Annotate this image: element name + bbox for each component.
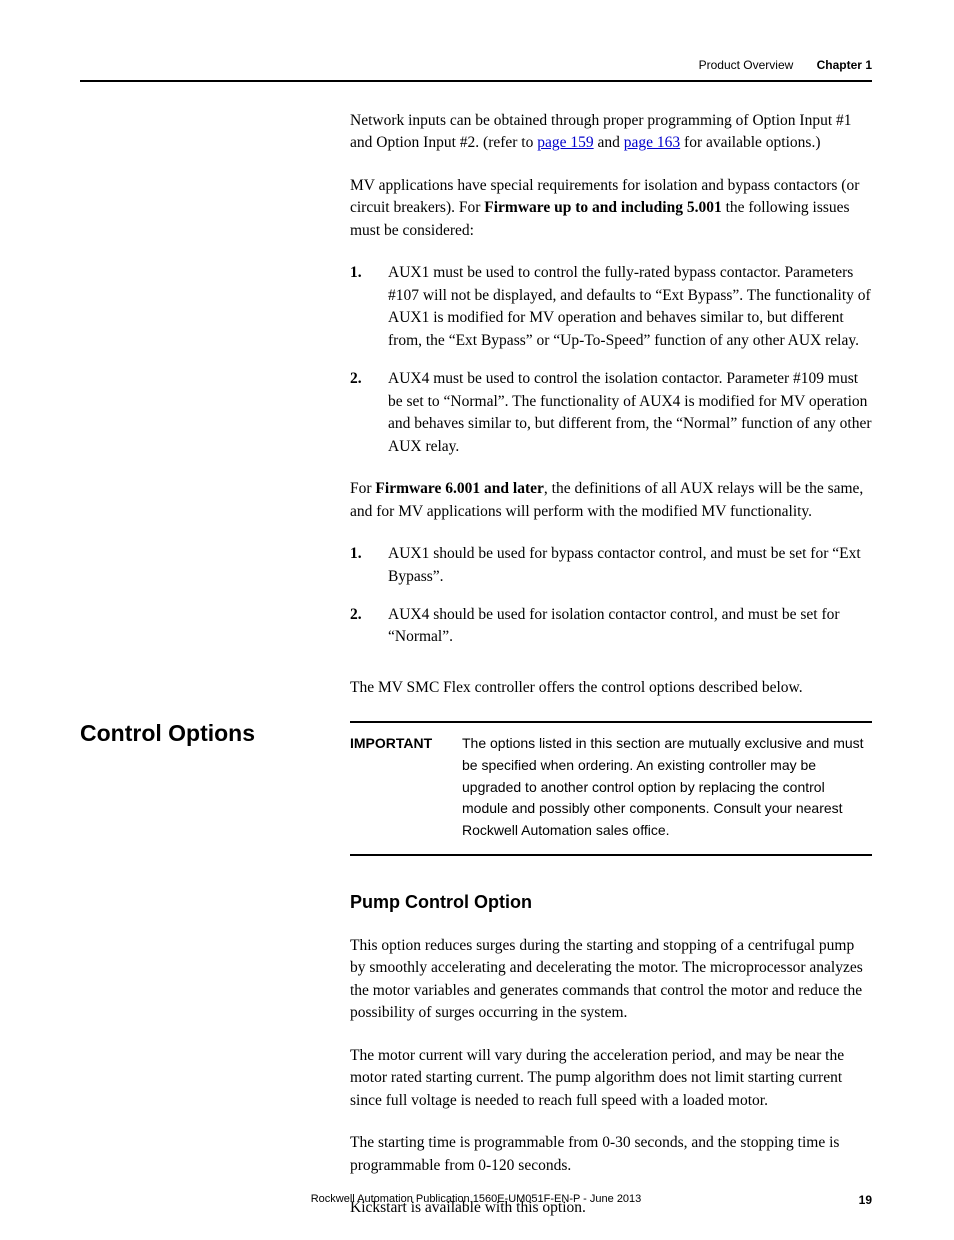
list-item: 2.AUX4 must be used to control the isola… bbox=[380, 368, 872, 458]
header-chapter: Chapter 1 bbox=[817, 58, 872, 72]
list-number: 1. bbox=[350, 262, 362, 284]
paragraph: For Firmware 6.001 and later, the defini… bbox=[350, 478, 872, 523]
paragraph: MV applications have special requirement… bbox=[350, 175, 872, 242]
main-content: Network inputs can be obtained through p… bbox=[350, 110, 872, 1240]
ordered-list: 1.AUX1 should be used for bypass contact… bbox=[380, 543, 872, 649]
header-section: Product Overview bbox=[699, 58, 794, 72]
control-intro: The MV SMC Flex controller offers the co… bbox=[350, 677, 872, 699]
paragraph: The motor current will vary during the a… bbox=[350, 1045, 872, 1112]
important-text: The options listed in this section are m… bbox=[462, 733, 872, 841]
list-text: AUX1 must be used to control the fully-r… bbox=[388, 264, 871, 348]
ordered-list: 1.AUX1 must be used to control the fully… bbox=[380, 262, 872, 458]
list-item: 1.AUX1 must be used to control the fully… bbox=[380, 262, 872, 352]
list-text: AUX4 must be used to control the isolati… bbox=[388, 370, 872, 454]
list-item: 2.AUX4 should be used for isolation cont… bbox=[380, 604, 872, 649]
important-label: IMPORTANT bbox=[350, 733, 462, 841]
page-header: Product Overview Chapter 1 bbox=[80, 58, 872, 82]
bold-text: Firmware up to and including 5.001 bbox=[484, 199, 721, 216]
section-heading: Control Options bbox=[80, 720, 255, 747]
paragraph: Network inputs can be obtained through p… bbox=[350, 110, 872, 155]
list-number: 1. bbox=[350, 543, 362, 565]
text: For bbox=[350, 480, 375, 497]
text: for available options.) bbox=[680, 134, 820, 151]
sub-heading: Pump Control Option bbox=[350, 892, 872, 913]
bold-text: Firmware 6.001 and later bbox=[375, 480, 543, 497]
page-footer: Rockwell Automation Publication 1560E-UM… bbox=[80, 1193, 872, 1205]
paragraph: The starting time is programmable from 0… bbox=[350, 1132, 872, 1177]
list-item: 1.AUX1 should be used for bypass contact… bbox=[380, 543, 872, 588]
page-link[interactable]: page 163 bbox=[624, 134, 680, 151]
list-number: 2. bbox=[350, 368, 362, 390]
footer-publication: Rockwell Automation Publication 1560E-UM… bbox=[311, 1193, 642, 1205]
text: and bbox=[594, 134, 624, 151]
list-number: 2. bbox=[350, 604, 362, 626]
paragraph: This option reduces surges during the st… bbox=[350, 935, 872, 1025]
footer-page-number: 19 bbox=[859, 1193, 872, 1207]
important-callout: IMPORTANT The options listed in this sec… bbox=[350, 721, 872, 855]
list-text: AUX4 should be used for isolation contac… bbox=[388, 606, 840, 645]
list-text: AUX1 should be used for bypass contactor… bbox=[388, 545, 861, 584]
page-link[interactable]: page 159 bbox=[537, 134, 593, 151]
